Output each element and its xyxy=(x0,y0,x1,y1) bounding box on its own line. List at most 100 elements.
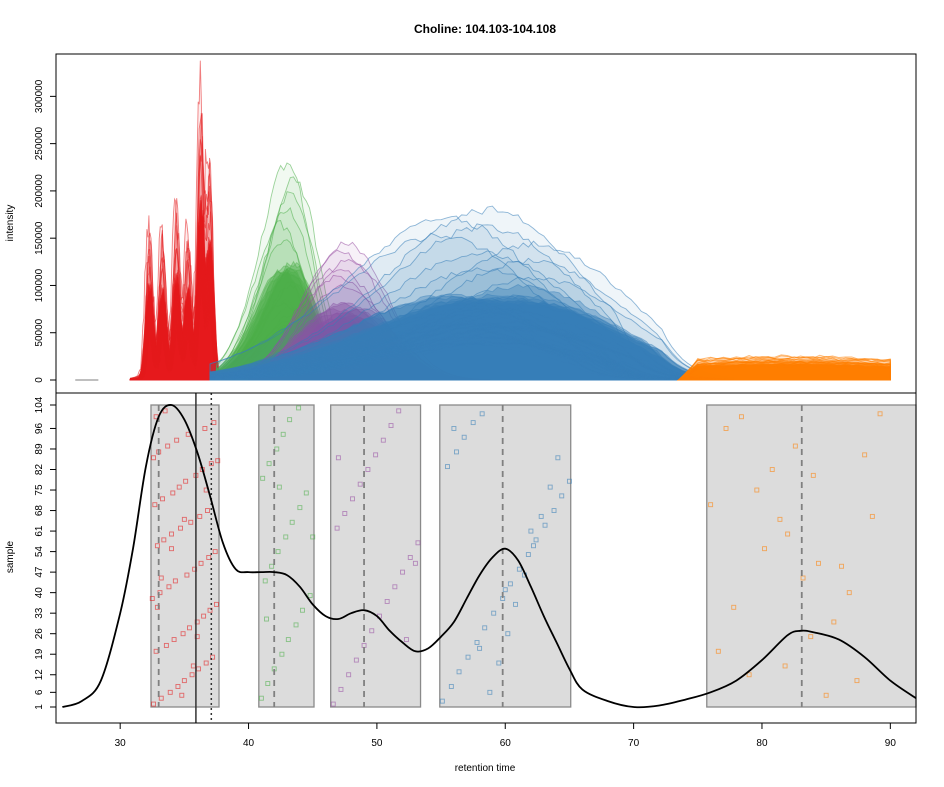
sample-point xyxy=(303,490,309,496)
sample-point xyxy=(342,511,348,516)
sample-point xyxy=(708,502,714,508)
intensity-trace xyxy=(129,267,226,381)
intensity-trace xyxy=(129,246,226,381)
intensity-trace xyxy=(209,316,735,381)
intensity-trace xyxy=(248,259,504,381)
intensity-trace xyxy=(209,267,735,381)
sample-point xyxy=(815,560,821,566)
sample-y-tick-label: 6 xyxy=(34,689,45,695)
intensity-trace xyxy=(677,364,891,381)
intensity-trace xyxy=(676,366,891,381)
intensity-trace xyxy=(129,225,226,381)
sample-points-2 xyxy=(330,408,421,707)
sample-point xyxy=(496,660,502,666)
intensity-trace xyxy=(129,263,226,381)
intensity-trace xyxy=(129,216,226,381)
sample-point xyxy=(160,496,165,502)
intensity-trace xyxy=(215,270,378,381)
sample-point xyxy=(289,519,295,525)
sample-point xyxy=(538,513,544,519)
sample-point xyxy=(439,698,445,704)
sample-point xyxy=(158,575,164,581)
intensity-trace xyxy=(215,297,377,381)
sample-point xyxy=(407,555,413,560)
sample-y-tick-label: 61 xyxy=(34,525,45,537)
sample-y-tick-label: 1 xyxy=(34,704,45,710)
intensity-trace xyxy=(129,256,226,381)
intensity-trace xyxy=(215,281,378,381)
sample-point xyxy=(533,537,539,543)
sample-point xyxy=(203,660,209,666)
sample-point xyxy=(264,616,269,622)
sample-point xyxy=(777,516,783,522)
intensity-trace xyxy=(209,327,735,381)
sample-y-axis: 1 6 12 19 26 33 40 47 54 61 68 75 82 89 96 104 xyxy=(34,396,56,710)
intensity-trace xyxy=(209,324,735,381)
intensity-trace xyxy=(129,255,226,381)
sample-y-tick-label: 96 xyxy=(34,423,45,435)
intensity-traces xyxy=(75,60,891,381)
sample-point xyxy=(754,487,760,493)
density-curve xyxy=(62,404,917,709)
intensity-trace xyxy=(129,279,226,381)
intensity-trace xyxy=(678,366,891,381)
intensity-trace xyxy=(209,240,735,381)
intensity-trace xyxy=(215,294,378,381)
intensity-trace xyxy=(129,235,226,381)
sample-point xyxy=(213,601,219,607)
sample-point xyxy=(869,513,875,519)
sample-point xyxy=(456,669,462,675)
intensity-trace xyxy=(248,331,503,381)
intensity-trace xyxy=(129,274,226,381)
sample-y-tick-label: 47 xyxy=(34,566,45,578)
intensity-trace xyxy=(129,217,226,381)
intensity-trace xyxy=(209,302,735,381)
intensity-trace xyxy=(129,261,226,381)
intensity-trace xyxy=(209,327,735,381)
sample-point xyxy=(782,663,788,669)
intensity-trace xyxy=(209,336,734,381)
sample-point xyxy=(206,555,212,560)
sample-point xyxy=(183,478,189,484)
sample-point xyxy=(365,467,371,472)
intensity-trace xyxy=(129,262,226,381)
sample-point xyxy=(415,540,421,546)
sample-point xyxy=(172,578,178,584)
sample-point xyxy=(269,563,275,569)
intensity-trace xyxy=(129,241,226,381)
intensity-trace xyxy=(129,247,226,381)
intensity-trace xyxy=(677,356,891,381)
sample-point xyxy=(769,467,775,472)
sample-point xyxy=(400,569,406,575)
intensity-trace xyxy=(209,337,734,381)
intensity-trace xyxy=(209,301,734,381)
sample-point xyxy=(174,437,180,443)
intensity-trace xyxy=(129,265,226,381)
sample-point xyxy=(274,446,280,452)
intensity-trace xyxy=(209,313,734,381)
sample-y-tick-label: 40 xyxy=(34,587,45,599)
trace-group-0 xyxy=(129,60,226,381)
intensity-trace xyxy=(209,337,735,381)
sample-point xyxy=(202,426,208,431)
sample-point xyxy=(175,684,181,689)
sample-point xyxy=(396,408,402,414)
intensity-trace xyxy=(209,329,734,381)
sample-point xyxy=(559,493,565,499)
sample-point xyxy=(165,443,171,449)
sample-point xyxy=(205,508,210,514)
sample-point xyxy=(831,619,837,625)
intensity-trace xyxy=(209,301,734,381)
intensity-trace xyxy=(129,216,226,381)
sample-point xyxy=(555,455,561,461)
sample-point xyxy=(810,472,816,478)
intensity-trace xyxy=(215,268,377,381)
sample-point xyxy=(566,478,572,484)
intensity-trace xyxy=(129,273,226,381)
sample-point xyxy=(502,587,508,593)
intensity-trace xyxy=(129,267,226,381)
sample-point xyxy=(208,461,214,467)
sample-y-tick-label: 89 xyxy=(34,443,45,455)
intensity-trace xyxy=(129,226,226,381)
intensity-trace xyxy=(129,236,226,381)
